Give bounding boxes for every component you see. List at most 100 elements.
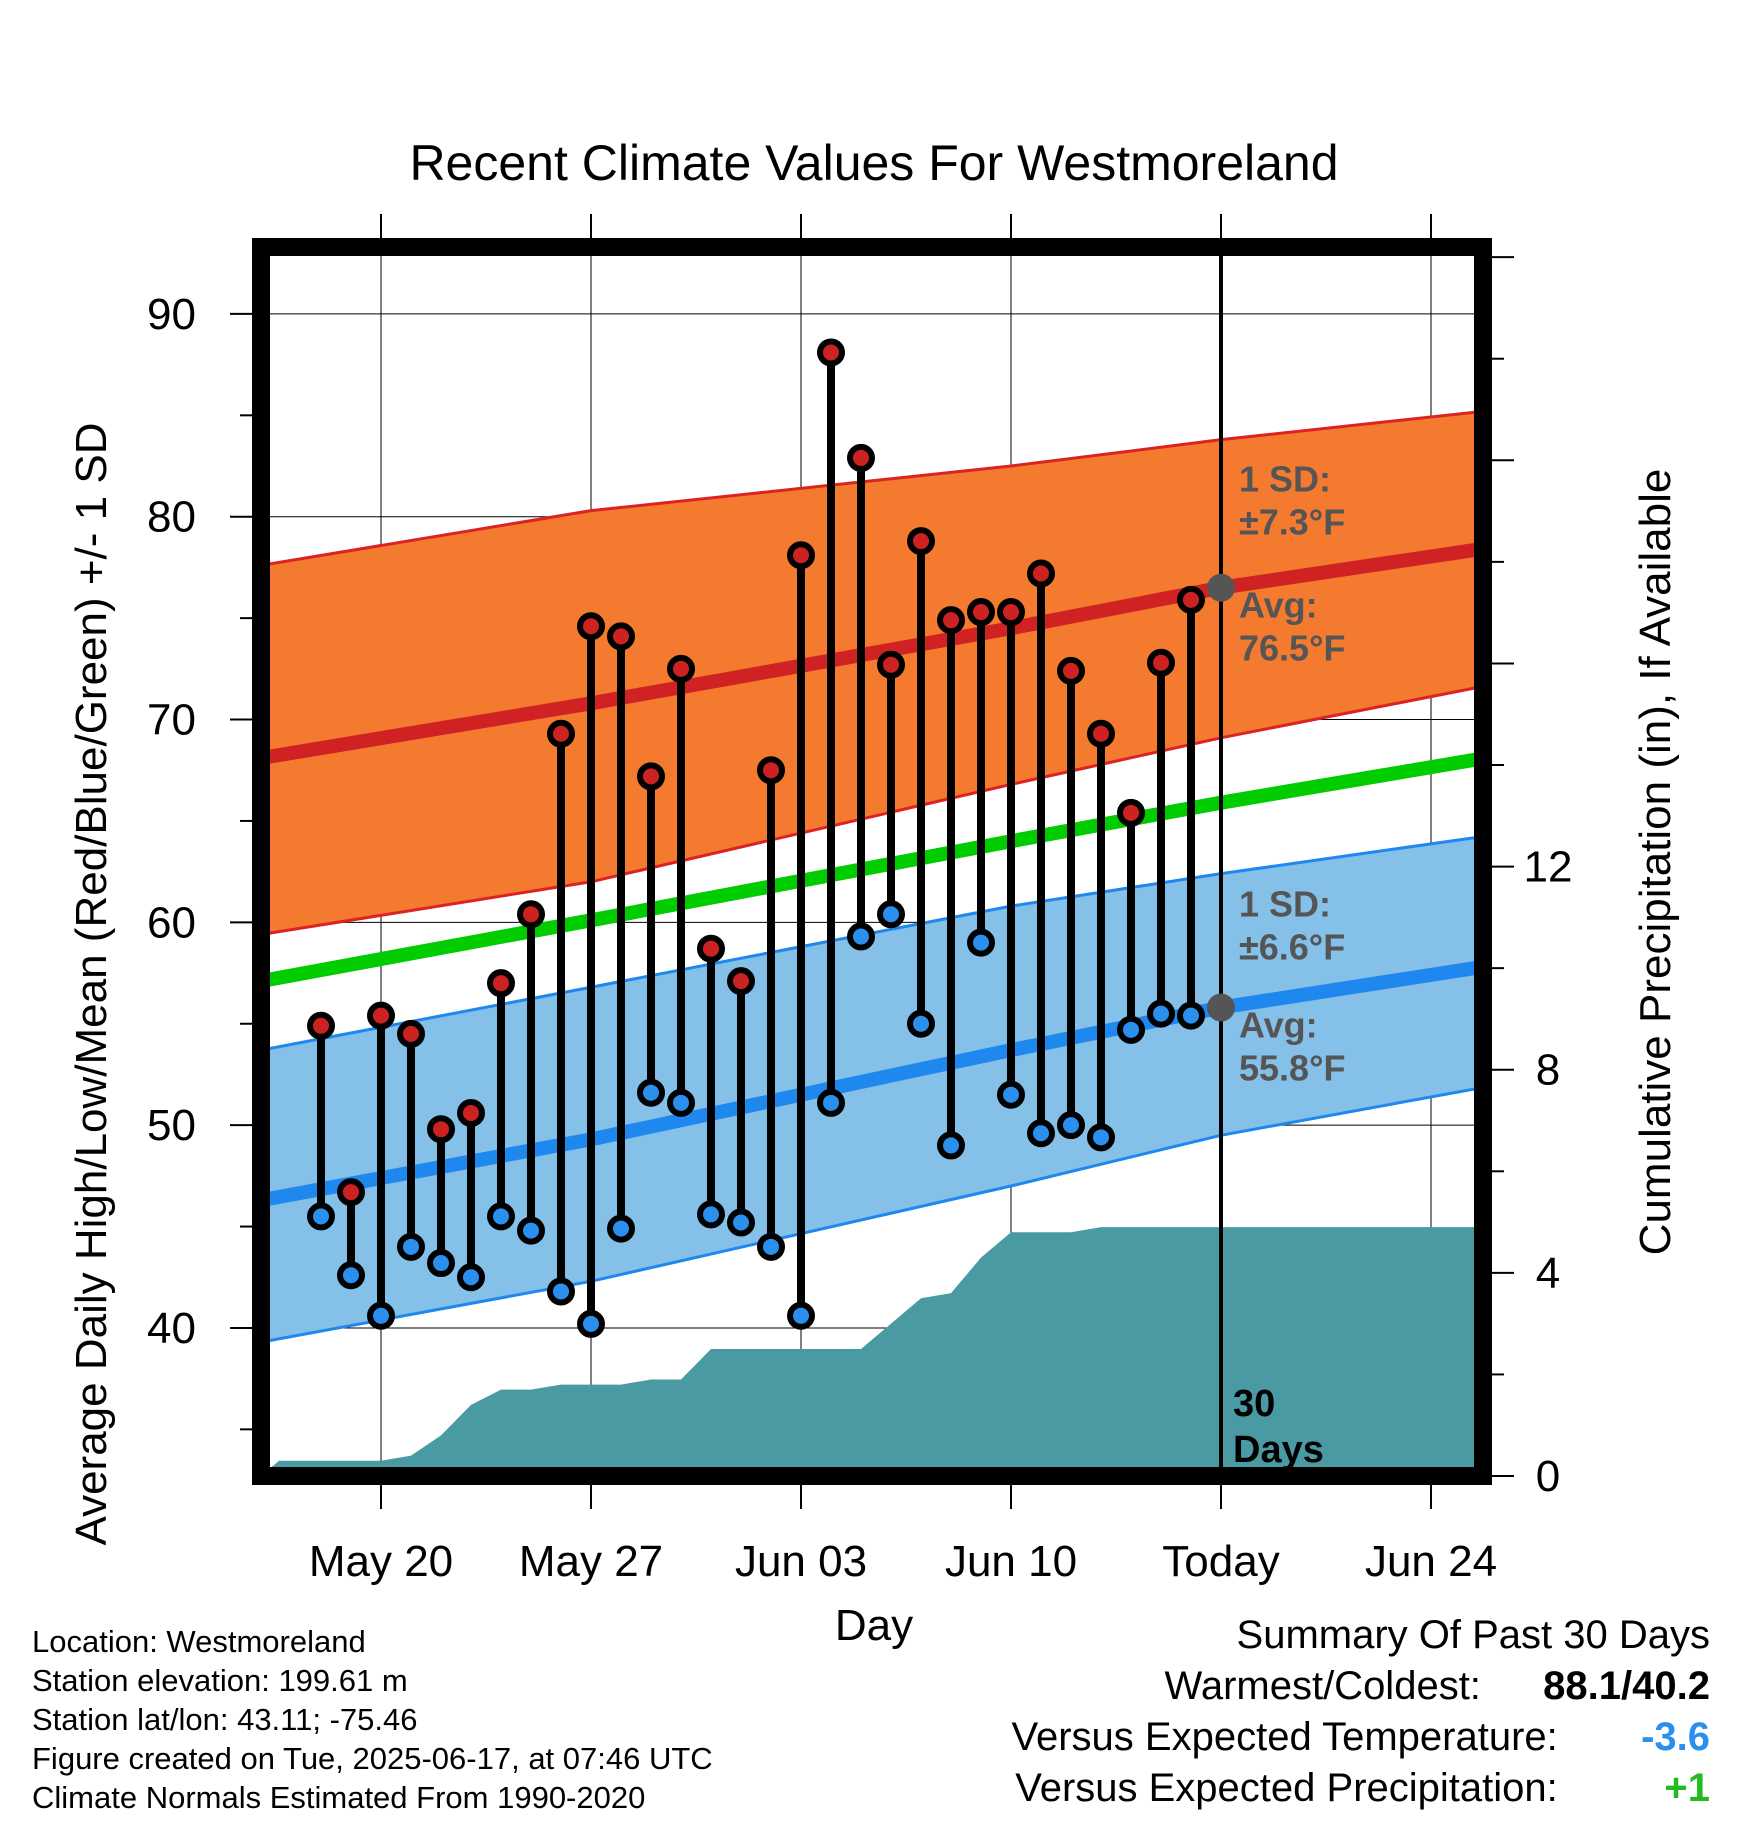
daily-low-point-27 — [1117, 1015, 1145, 1044]
plot-inner — [261, 247, 1483, 1476]
daily-high-point-15 — [757, 756, 785, 785]
station-info: Location: Westmoreland Station elevation… — [32, 1622, 713, 1817]
low-sd-value: ±6.6°F — [1239, 927, 1345, 968]
daily-low-point-21 — [937, 1131, 965, 1160]
y-tick-label-2: 60 — [147, 898, 196, 947]
y-axis-label: Average Daily High/Low/Mean (Red/Blue/Gr… — [67, 423, 116, 1546]
daily-high-point-3 — [397, 1019, 425, 1048]
plot-frame — [252, 238, 1492, 1485]
daily-low-point-6 — [487, 1202, 515, 1231]
y-tick-label-5: 90 — [147, 290, 196, 339]
x-tick-label-3: Jun 10 — [945, 1537, 1077, 1586]
daily-low-point-28 — [1147, 999, 1175, 1028]
daily-high-point-9 — [577, 612, 605, 641]
daily-low-point-1 — [337, 1261, 365, 1290]
footer-location: Location: Westmoreland — [32, 1624, 366, 1659]
daily-high-point-7 — [517, 900, 545, 929]
daily-high-point-24 — [1027, 559, 1055, 588]
footer-normals: Climate Normals Estimated From 1990-2020 — [32, 1780, 646, 1815]
days-label-unit: Days — [1233, 1429, 1324, 1471]
daily-high-point-12 — [667, 654, 695, 683]
daily-low-point-23 — [997, 1080, 1025, 1109]
daily-low-point-24 — [1027, 1119, 1055, 1148]
summary-warmcold-row: Warmest/Coldest: 88.1/40.2 — [1012, 1661, 1710, 1712]
daily-high-point-26 — [1087, 719, 1115, 748]
high-sd-value: ±7.3°F — [1239, 502, 1345, 543]
x-tick-label-5: Jun 24 — [1365, 1537, 1497, 1586]
daily-low-point-15 — [757, 1232, 785, 1261]
daily-low-point-10 — [607, 1214, 635, 1243]
today-low-avg-marker — [1207, 993, 1235, 1022]
high-avg-value: 76.5°F — [1239, 628, 1345, 669]
high-sd-band — [261, 411, 1483, 935]
high-avg-label: Avg: — [1239, 585, 1318, 626]
daily-high-point-0 — [307, 1011, 335, 1040]
daily-high-point-8 — [547, 719, 575, 748]
summary-panel: Summary Of Past 30 Days Warmest/Coldest:… — [1012, 1610, 1710, 1814]
daily-low-point-17 — [817, 1088, 845, 1117]
daily-high-point-10 — [607, 622, 635, 651]
y-tick-label-4: 80 — [147, 493, 196, 542]
daily-low-point-2 — [367, 1301, 395, 1330]
daily-high-point-23 — [997, 598, 1025, 627]
daily-high-point-14 — [727, 967, 755, 996]
summary-title: Summary Of Past 30 Days — [1236, 1613, 1710, 1657]
high-sd-upper-line — [261, 409, 1483, 567]
daily-high-point-18 — [847, 443, 875, 472]
temp-departure-value: -3.6 — [1641, 1715, 1710, 1759]
y2-tick-label-2: 8 — [1536, 1046, 1560, 1095]
daily-low-point-0 — [307, 1202, 335, 1231]
precip-departure-value: +1 — [1664, 1766, 1710, 1810]
daily-low-point-14 — [727, 1208, 755, 1237]
daily-low-point-5 — [457, 1263, 485, 1292]
days-label-count: 30 — [1233, 1383, 1275, 1425]
chart-title: Recent Climate Values For Westmoreland — [409, 135, 1338, 191]
daily-high-point-13 — [697, 934, 725, 963]
daily-low-point-29 — [1177, 1001, 1205, 1030]
daily-high-point-11 — [637, 762, 665, 791]
low-sd-band — [261, 836, 1483, 1343]
low-avg-label: Avg: — [1239, 1005, 1318, 1046]
daily-high-point-20 — [907, 527, 935, 556]
daily-low-point-26 — [1087, 1123, 1115, 1152]
x-tick-label-0: May 20 — [309, 1537, 453, 1586]
y2-tick-label-0: 0 — [1536, 1452, 1560, 1501]
summary-precip-row: Versus Expected Precipitation: +1 — [1012, 1763, 1710, 1814]
daily-high-point-25 — [1057, 656, 1085, 685]
precip-area — [261, 1227, 1483, 1476]
summary-temp-row: Versus Expected Temperature: -3.6 — [1012, 1712, 1710, 1763]
daily-high-point-22 — [967, 598, 995, 627]
y2-tick-label-1: 4 — [1536, 1249, 1560, 1298]
y-tick-label-3: 70 — [147, 696, 196, 745]
low-sd-label: 1 SD: — [1239, 884, 1331, 925]
footer-elevation: Station elevation: 199.61 m — [32, 1663, 408, 1698]
y-tick-label-0: 40 — [147, 1304, 196, 1353]
daily-low-point-12 — [667, 1088, 695, 1117]
daily-high-point-5 — [457, 1098, 485, 1127]
daily-low-point-25 — [1057, 1111, 1085, 1140]
low-sd-lower-line — [261, 1085, 1483, 1344]
daily-low-point-16 — [787, 1301, 815, 1330]
daily-high-point-29 — [1177, 585, 1205, 614]
footer-created: Figure created on Tue, 2025-06-17, at 07… — [32, 1741, 713, 1776]
daily-low-point-19 — [877, 900, 905, 929]
x-axis-label: Day — [835, 1601, 913, 1650]
daily-low-point-8 — [547, 1277, 575, 1306]
daily-low-point-22 — [967, 928, 995, 957]
warmcold-label: Warmest/Coldest: — [1164, 1664, 1481, 1708]
x-tick-label-1: May 27 — [519, 1537, 663, 1586]
daily-low-point-4 — [427, 1249, 455, 1278]
daily-low-point-3 — [397, 1232, 425, 1261]
low-avg-value: 55.8°F — [1239, 1048, 1345, 1089]
daily-low-point-7 — [517, 1216, 545, 1245]
x-tick-label-4: Today — [1162, 1537, 1279, 1586]
daily-high-point-21 — [937, 606, 965, 635]
footer-latlon: Station lat/lon: 43.11; -75.46 — [32, 1702, 418, 1737]
y2-tick-label-3: 12 — [1524, 843, 1573, 892]
x-tick-label-2: Jun 03 — [735, 1537, 867, 1586]
y-tick-label-1: 50 — [147, 1101, 196, 1150]
temp-departure-label: Versus Expected Temperature: — [1011, 1715, 1558, 1759]
daily-high-point-17 — [817, 338, 845, 367]
